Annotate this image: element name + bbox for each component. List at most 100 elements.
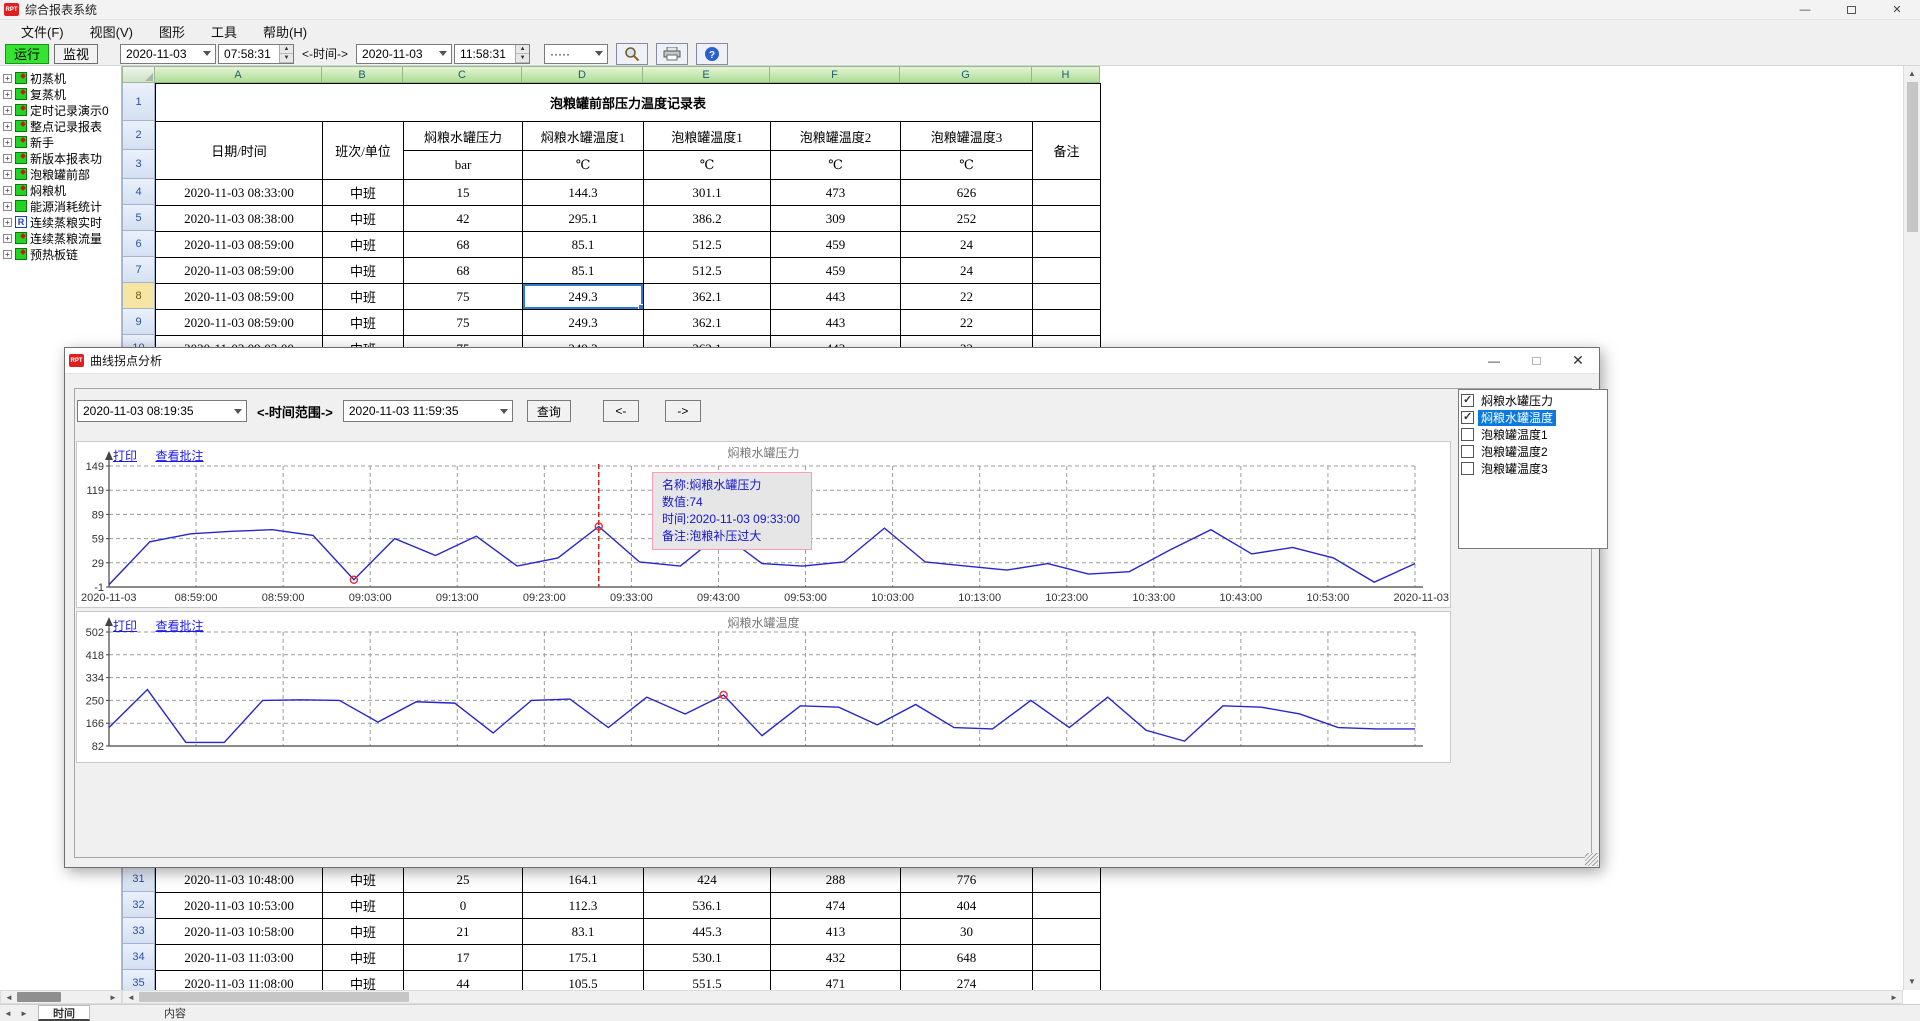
data-cell[interactable]: 443 bbox=[770, 309, 901, 336]
expand-plus-icon[interactable]: + bbox=[3, 201, 12, 211]
sidebar-item-11[interactable]: + 预热板链 bbox=[0, 246, 121, 262]
data-cell[interactable]: 30 bbox=[900, 918, 1033, 945]
menu-item-3[interactable]: 工具 bbox=[210, 24, 237, 40]
data-cell[interactable]: 25 bbox=[403, 866, 523, 893]
dialog-title-bar[interactable]: RPT 曲线拐点分析 — ✕ bbox=[65, 348, 1599, 374]
checkbox-icon[interactable] bbox=[1461, 462, 1474, 475]
data-cell[interactable]: 2020-11-03 08:59:00 bbox=[155, 309, 323, 336]
data-cell[interactable] bbox=[1032, 179, 1101, 206]
end-time-spinner[interactable]: 11:58:31 ▲ ▼ bbox=[454, 43, 531, 64]
select-all-corner[interactable] bbox=[122, 66, 155, 83]
data-cell[interactable]: 中班 bbox=[322, 309, 404, 336]
print-button[interactable] bbox=[656, 42, 689, 65]
expand-plus-icon[interactable]: + bbox=[3, 249, 12, 259]
sidebar-item-0[interactable]: + 初蒸机 bbox=[0, 70, 121, 86]
data-cell[interactable]: 85.1 bbox=[522, 231, 644, 258]
dialog-maximize-button[interactable] bbox=[1515, 348, 1557, 373]
data-cell[interactable]: 249.3 bbox=[522, 309, 644, 336]
header-cell[interactable]: 焖粮水罐压力 bbox=[403, 121, 523, 151]
scroll-right-icon[interactable]: ► bbox=[109, 992, 117, 1002]
sheet-hscroll-thumb[interactable] bbox=[139, 992, 409, 1002]
start-time-spinner[interactable]: 07:58:31 ▲ ▼ bbox=[218, 43, 295, 64]
expand-plus-icon[interactable]: + bbox=[3, 137, 12, 147]
maximize-button[interactable] bbox=[1828, 0, 1874, 19]
data-cell[interactable] bbox=[1032, 205, 1101, 232]
expand-plus-icon[interactable]: + bbox=[3, 73, 12, 83]
header-cell[interactable]: 泡粮罐温度3 bbox=[900, 121, 1033, 151]
data-cell[interactable]: 83.1 bbox=[522, 918, 644, 945]
data-cell[interactable]: 648 bbox=[900, 944, 1033, 971]
data-cell[interactable]: 112.3 bbox=[522, 892, 644, 919]
checkbox-icon[interactable] bbox=[1461, 393, 1474, 407]
print-link[interactable]: 打印 bbox=[113, 449, 138, 463]
data-cell[interactable]: 164.1 bbox=[522, 866, 644, 893]
header-cell[interactable]: 日期/时间 bbox=[155, 121, 323, 180]
menu-item-2[interactable]: 图形 bbox=[158, 24, 185, 40]
tab-scroll-right-icon[interactable]: ► bbox=[20, 1008, 28, 1018]
data-cell[interactable]: 中班 bbox=[322, 283, 404, 310]
data-cell[interactable]: 512.5 bbox=[643, 257, 771, 284]
row-number[interactable]: 4 bbox=[122, 179, 155, 205]
data-cell[interactable] bbox=[1032, 257, 1101, 284]
vertical-scrollbar[interactable]: ▲ ▼ bbox=[1903, 66, 1920, 990]
data-cell[interactable]: 362.1 bbox=[643, 309, 771, 336]
data-cell[interactable]: 68 bbox=[403, 257, 523, 284]
sidebar-item-8[interactable]: + 能源消耗统计 bbox=[0, 198, 121, 214]
data-cell[interactable]: 17 bbox=[403, 944, 523, 971]
minimize-button[interactable]: — bbox=[1799, 3, 1811, 16]
menu-item-0[interactable]: 文件(F) bbox=[21, 24, 64, 40]
data-cell[interactable] bbox=[1032, 944, 1101, 971]
scroll-left-icon[interactable]: ◄ bbox=[5, 992, 13, 1002]
sidebar-item-6[interactable]: + 泡粮罐前部 bbox=[0, 166, 121, 182]
data-cell[interactable]: 24 bbox=[900, 257, 1033, 284]
checkbox-icon[interactable] bbox=[1461, 428, 1474, 441]
row-number[interactable]: 1 bbox=[122, 83, 155, 121]
data-cell[interactable]: 175.1 bbox=[522, 944, 644, 971]
sidebar-item-9[interactable]: + R 连续蒸粮实时 bbox=[0, 214, 121, 230]
data-cell[interactable]: 474 bbox=[770, 892, 901, 919]
data-cell[interactable]: 626 bbox=[900, 179, 1033, 206]
query-button[interactable]: 查询 bbox=[526, 400, 571, 422]
sidebar-item-7[interactable]: + 焖粮机 bbox=[0, 182, 121, 198]
data-cell[interactable] bbox=[1032, 231, 1101, 258]
range-end-combo[interactable]: 2020-11-03 11:59:35 bbox=[342, 400, 513, 422]
data-cell[interactable]: 2020-11-03 11:03:00 bbox=[155, 944, 323, 971]
row-number[interactable]: 33 bbox=[122, 918, 155, 944]
legend-item-3[interactable]: 泡粮罐温度2 bbox=[1461, 443, 1607, 460]
data-cell[interactable]: 68 bbox=[403, 231, 523, 258]
checkbox-icon[interactable] bbox=[1461, 445, 1474, 458]
row-number[interactable]: 6 bbox=[122, 231, 155, 257]
sidebar-item-5[interactable]: + 新版本报表功 bbox=[0, 150, 121, 166]
data-cell[interactable]: 144.3 bbox=[522, 179, 644, 206]
data-cell[interactable]: 0 bbox=[403, 892, 523, 919]
expand-plus-icon[interactable]: + bbox=[3, 89, 12, 99]
data-cell[interactable]: 776 bbox=[900, 866, 1033, 893]
data-cell[interactable]: 中班 bbox=[322, 866, 404, 893]
help-button[interactable]: ? bbox=[696, 42, 729, 65]
legend-item-0[interactable]: 焖粮水罐压力 bbox=[1461, 392, 1607, 409]
data-cell[interactable]: 75 bbox=[403, 309, 523, 336]
col-header-B[interactable]: B bbox=[322, 66, 403, 83]
unit-cell[interactable]: ℃ bbox=[770, 150, 901, 180]
data-cell[interactable]: 443 bbox=[770, 283, 901, 310]
row-number[interactable]: 31 bbox=[122, 866, 155, 892]
legend-item-4[interactable]: 泡粮罐温度3 bbox=[1461, 460, 1607, 477]
view-notes-link[interactable]: 查看批注 bbox=[155, 449, 204, 463]
unit-cell[interactable]: ℃ bbox=[643, 150, 771, 180]
dialog-close-button[interactable]: ✕ bbox=[1572, 352, 1584, 368]
spinner-up-down-icon[interactable]: ▲ ▼ bbox=[279, 44, 294, 63]
spinner-up-down-icon[interactable]: ▲ ▼ bbox=[515, 44, 530, 63]
data-cell[interactable]: 中班 bbox=[322, 231, 404, 258]
col-header-A[interactable]: A bbox=[155, 66, 322, 83]
print-link[interactable]: 打印 bbox=[113, 619, 138, 633]
data-cell[interactable]: 413 bbox=[770, 918, 901, 945]
expand-plus-icon[interactable]: + bbox=[3, 153, 12, 163]
data-cell[interactable]: 445.3 bbox=[643, 918, 771, 945]
scroll-up-icon[interactable]: ▲ bbox=[1908, 69, 1916, 78]
report-title-cell[interactable]: 泡粮罐前部压力温度记录表 bbox=[155, 83, 1101, 122]
data-cell[interactable]: 404 bbox=[900, 892, 1033, 919]
checkbox-icon[interactable] bbox=[1461, 410, 1474, 424]
expand-plus-icon[interactable]: + bbox=[3, 169, 12, 179]
dialog-minimize-button[interactable]: — bbox=[1488, 353, 1500, 368]
unit-cell[interactable]: bar bbox=[403, 150, 523, 180]
